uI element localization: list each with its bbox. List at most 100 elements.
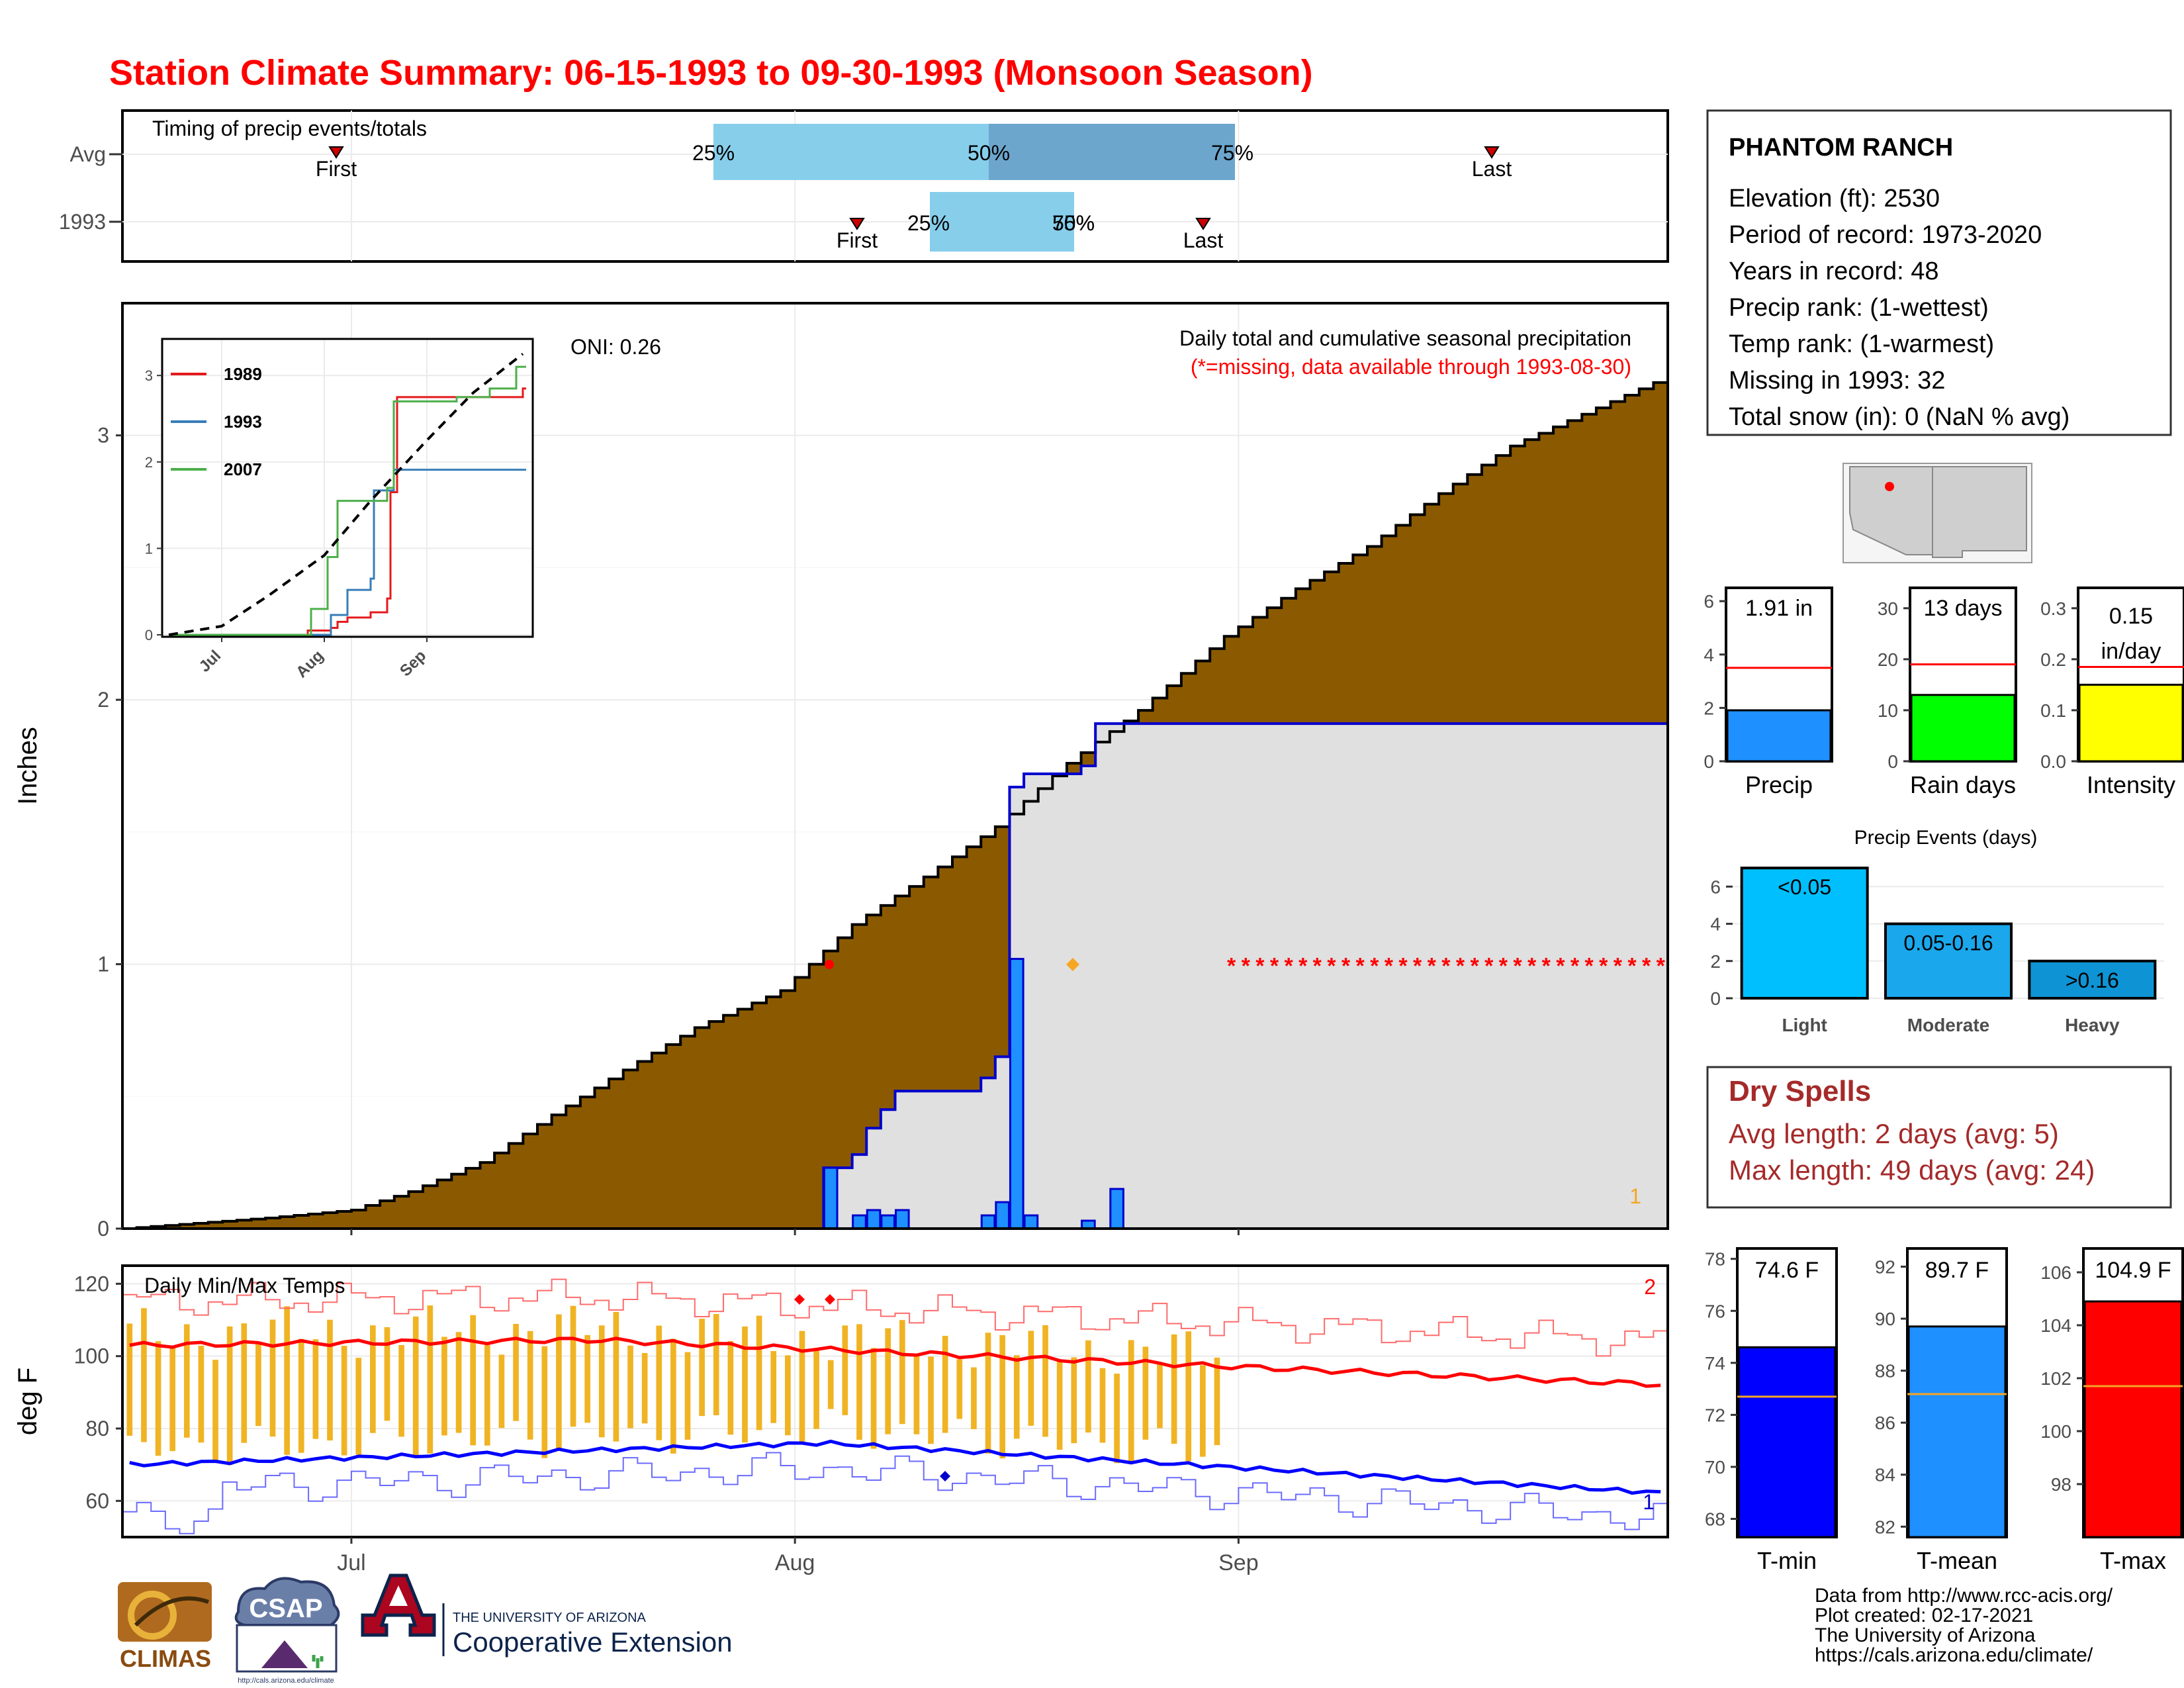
daily-temp-bar — [785, 1355, 791, 1436]
daily-temp-bar — [713, 1313, 719, 1415]
missing-star: * — [1242, 954, 1251, 979]
daily-temp-bar — [1028, 1331, 1034, 1426]
temp-panel-bg — [122, 1266, 1668, 1537]
temp-ytick-label: 60 — [85, 1489, 109, 1513]
daily-temp-bar — [956, 1359, 963, 1419]
daily-temp-bar — [670, 1338, 676, 1454]
station-line-7: Total snow (in): 0 (NaN % avg) — [1729, 403, 2070, 431]
avg-quartile-50-75 — [989, 124, 1235, 180]
summary-ytick-label: 0.1 — [2040, 700, 2066, 721]
missing-star: * — [1542, 954, 1551, 979]
missing-star: * — [1499, 954, 1508, 979]
missing-star: * — [1441, 954, 1451, 979]
daily-temp-bar — [455, 1332, 462, 1433]
daily-temp-bar — [842, 1325, 848, 1415]
daily-temp-bar — [556, 1314, 562, 1450]
daily-temp-bar — [1013, 1355, 1020, 1439]
missing-star: * — [1556, 954, 1565, 979]
daily-precip-bar — [895, 1209, 910, 1230]
daily-precip-bar — [823, 1166, 839, 1230]
avg-last-label: Last — [1472, 157, 1512, 181]
daily-temp-bar — [498, 1354, 505, 1429]
missing-star: * — [1227, 954, 1236, 979]
avg-p50-label: 50% — [968, 141, 1010, 165]
location-map — [1843, 463, 2032, 563]
credit-line-2: Plot created: 02-17-2021 — [1815, 1605, 2033, 1626]
daily-temp-bar — [1071, 1357, 1077, 1444]
daily-precip-bar — [852, 1214, 867, 1230]
precip-events-chart: Precip Events (days) <0.05 Light 0.05-0.16… — [1710, 827, 2164, 1035]
timing-label: Timing of precip events/totals — [152, 117, 427, 140]
station-info: PHANTOM RANCH Elevation (ft): 2530 Perio… — [1706, 109, 2172, 436]
summary-ytick-label: 0.3 — [2040, 598, 2066, 619]
events-bar — [2028, 959, 2157, 1000]
inset-line-2007 — [169, 365, 526, 636]
station-line-6: Missing in 1993: 32 — [1729, 367, 1945, 395]
legend-label-1989: 1989 — [224, 364, 262, 384]
y1993-quartile-box — [930, 192, 1074, 252]
dry-spells-title: Dry Spells — [1729, 1075, 1871, 1107]
missing-star: * — [1398, 954, 1408, 979]
temp-summary-ytick-label: 92 — [1875, 1256, 1895, 1277]
missing-star: * — [1614, 954, 1623, 979]
events-ytick-label: 6 — [1710, 876, 1721, 897]
precip-ylabel: Inches — [13, 727, 42, 805]
temp-xtick-label: Sep — [1218, 1550, 1259, 1575]
temp-ylabel: deg F — [13, 1368, 42, 1435]
temp-summary-category-label: T-mean — [1917, 1547, 1997, 1574]
record-max-marker-2 — [825, 1294, 835, 1305]
daily-temp-bar — [656, 1325, 662, 1440]
avg-p25-label: 25% — [692, 141, 735, 165]
daily-temp-bar — [384, 1327, 390, 1421]
daily-temp-bar — [284, 1306, 290, 1455]
temp-summary-charts: 68 70 72 74 76 78 74.6 F T-min 82 84 86 88 90 92 89.7 … — [1705, 1247, 2184, 1574]
avg-min-line — [129, 1439, 1661, 1495]
daily-temp-bar — [1085, 1340, 1091, 1433]
summary-chart-precip: 0 2 4 6 1.91 in Precip — [1704, 586, 1833, 798]
temp-summary-ytick-label: 86 — [1875, 1413, 1895, 1433]
summary-category-label: Intensity — [2087, 771, 2175, 798]
daily-temp-bar — [756, 1315, 762, 1430]
summary-ytick-label: 10 — [1878, 700, 1898, 721]
precip-ytick-label: 3 — [97, 424, 109, 447]
temp-summary-ytick-label: 84 — [1875, 1465, 1895, 1485]
missing-star: * — [1270, 954, 1279, 979]
daily-precip-bar — [1023, 1214, 1039, 1230]
temp-summary-ytick-label: 98 — [2051, 1474, 2071, 1495]
y1993-first-marker — [849, 218, 865, 230]
daily-temp-bar — [684, 1352, 691, 1440]
missing-star: * — [1599, 954, 1608, 979]
daily-temp-bar — [727, 1341, 734, 1435]
daily-temp-bar — [412, 1316, 419, 1458]
daily-temp-bar — [1099, 1368, 1106, 1443]
temp-panel-frame — [121, 1264, 1669, 1538]
events-category-label: Light — [1782, 1015, 1827, 1035]
daily-temp-bar — [255, 1344, 261, 1427]
dry-spells-max: Max length: 49 days (avg: 24) — [1729, 1154, 2095, 1186]
temp-summary-category-label: T-min — [1757, 1547, 1817, 1574]
summary-ytick-label: 0 — [1888, 751, 1898, 772]
daily-temp-bar — [641, 1353, 648, 1424]
daily-temp-bar — [398, 1344, 404, 1437]
daily-temp-bar — [1214, 1357, 1220, 1446]
summary-ytick-label: 0.2 — [2040, 649, 2066, 670]
daily-temp-bar — [1171, 1334, 1177, 1444]
summary-value-label: 13 days — [1923, 596, 2002, 621]
station-location-dot — [1885, 482, 1894, 491]
y1993-p50-label: 50% — [1052, 211, 1095, 235]
climas-logo: CLIMAS — [118, 1582, 212, 1672]
footer: CLIMAS CSAP http://cals.arizona.edu/clim… — [118, 1573, 2113, 1685]
daily-temp-bar — [513, 1323, 519, 1421]
avg-max-line — [129, 1336, 1661, 1388]
daily-temp-bar — [1157, 1362, 1163, 1429]
ua-small-text: THE UNIVERSITY OF ARIZONA — [453, 1611, 647, 1625]
csap-logo: CSAP http://cals.arizona.edu/climate — [234, 1577, 340, 1685]
summary-ytick-label: 6 — [1704, 591, 1714, 612]
daily-temp-bar — [570, 1305, 576, 1427]
credit-line-1: Data from http://www.rcc-acis.org/ — [1815, 1585, 2113, 1607]
missing-star: * — [1527, 954, 1537, 979]
missing-star: * — [1570, 954, 1580, 979]
csap-logo-text: CSAP — [249, 1594, 322, 1623]
csap-cactus-icon — [312, 1655, 324, 1668]
